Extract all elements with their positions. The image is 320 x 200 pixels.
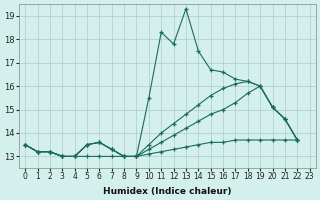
X-axis label: Humidex (Indice chaleur): Humidex (Indice chaleur) xyxy=(103,187,232,196)
